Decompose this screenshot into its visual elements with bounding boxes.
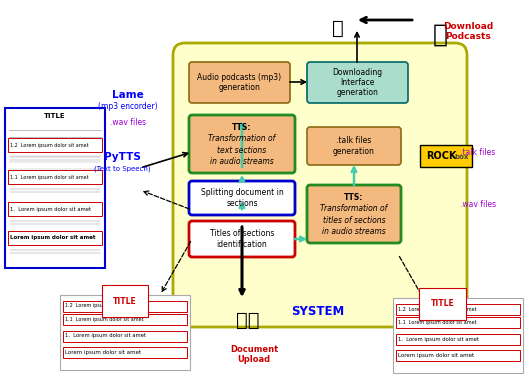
Text: 1.2  Lorem ipsum dolor sit amet: 1.2 Lorem ipsum dolor sit amet (65, 303, 144, 308)
Bar (63, 347, 187, 358)
FancyBboxPatch shape (189, 181, 295, 215)
Text: 1.2  Lorem ipsum dolor sit amet: 1.2 Lorem ipsum dolor sit amet (398, 306, 476, 311)
Bar (396, 303, 520, 314)
Text: .talk files: .talk files (461, 148, 496, 157)
FancyBboxPatch shape (189, 221, 295, 257)
Text: Lorem ipsum dolor sit amet: Lorem ipsum dolor sit amet (398, 353, 474, 358)
Bar (63, 331, 187, 341)
Text: 1.1  Lorem ipsum dolor sit amet: 1.1 Lorem ipsum dolor sit amet (65, 317, 144, 322)
Text: TITLE: TITLE (430, 300, 454, 308)
Text: 1.1  Lorem ipsum dolor sit amet: 1.1 Lorem ipsum dolor sit amet (10, 174, 89, 179)
Text: Lame: Lame (112, 90, 144, 100)
Bar (60, 295, 190, 370)
Bar (8, 202, 102, 216)
Text: .talk files
generation: .talk files generation (333, 136, 375, 156)
FancyBboxPatch shape (307, 185, 401, 243)
Text: SYSTEM: SYSTEM (292, 305, 344, 318)
Bar (396, 350, 520, 361)
Text: TITLE: TITLE (44, 113, 66, 119)
Text: Titles of sections
identification: Titles of sections identification (210, 229, 274, 249)
Bar (8, 231, 102, 245)
Text: in audio streams: in audio streams (322, 227, 386, 237)
Text: 1.  Lorem ipsum dolor sit amet: 1. Lorem ipsum dolor sit amet (65, 333, 146, 339)
Bar (396, 333, 520, 344)
Bar (63, 314, 187, 325)
Text: .wav files: .wav files (460, 200, 496, 209)
Text: 🧑‍💻: 🧑‍💻 (236, 311, 260, 329)
Text: box: box (454, 154, 469, 160)
Bar (5, 108, 105, 268)
FancyBboxPatch shape (189, 115, 295, 173)
Text: TITLE: TITLE (113, 296, 137, 306)
Text: 1.  Lorem ipsum dolor sit amet: 1. Lorem ipsum dolor sit amet (10, 207, 91, 212)
Text: .wav files: .wav files (110, 118, 146, 127)
Text: Splitting document in
sections: Splitting document in sections (201, 188, 284, 208)
Bar (63, 301, 187, 311)
Bar (396, 317, 520, 328)
Text: Document
Upload: Document Upload (230, 345, 278, 364)
FancyBboxPatch shape (189, 62, 290, 103)
Text: in audio streams: in audio streams (210, 157, 274, 166)
Text: Transformation of: Transformation of (320, 204, 387, 213)
Text: 1.2  Lorem ipsum dolor sit amet: 1.2 Lorem ipsum dolor sit amet (10, 142, 89, 147)
Text: Lorem ipsum dolor sit amet: Lorem ipsum dolor sit amet (10, 235, 95, 240)
Bar (393, 298, 523, 373)
Bar (8, 138, 102, 152)
Text: ROCK: ROCK (427, 151, 457, 161)
Text: Lorem ipsum dolor sit amet: Lorem ipsum dolor sit amet (65, 350, 141, 355)
FancyBboxPatch shape (307, 62, 408, 103)
Text: (mp3 encorder): (mp3 encorder) (98, 102, 158, 111)
Text: (Text to Speech): (Text to Speech) (94, 165, 151, 172)
Text: Downloading
Interface
generation: Downloading Interface generation (332, 68, 383, 98)
Text: Audio podcasts (mp3)
generation: Audio podcasts (mp3) generation (198, 73, 281, 92)
Text: titles of sections: titles of sections (323, 216, 385, 225)
FancyBboxPatch shape (173, 43, 467, 327)
Text: PyTTS: PyTTS (103, 152, 140, 162)
Text: 🎵: 🎵 (332, 18, 344, 38)
Text: 1.1  Lorem ipsum dolor sit amet: 1.1 Lorem ipsum dolor sit amet (398, 320, 476, 325)
Text: 🧑: 🧑 (432, 23, 447, 47)
Text: Transformation of: Transformation of (208, 134, 276, 143)
Bar (8, 170, 102, 184)
Text: TTS:: TTS: (344, 193, 364, 202)
Text: text sections: text sections (217, 146, 267, 155)
Text: TTS:: TTS: (232, 123, 252, 132)
FancyBboxPatch shape (307, 127, 401, 165)
Text: Download
Podcasts: Download Podcasts (443, 22, 493, 41)
Text: 1.  Lorem ipsum dolor sit amet: 1. Lorem ipsum dolor sit amet (398, 336, 479, 341)
Bar (420, 145, 472, 167)
